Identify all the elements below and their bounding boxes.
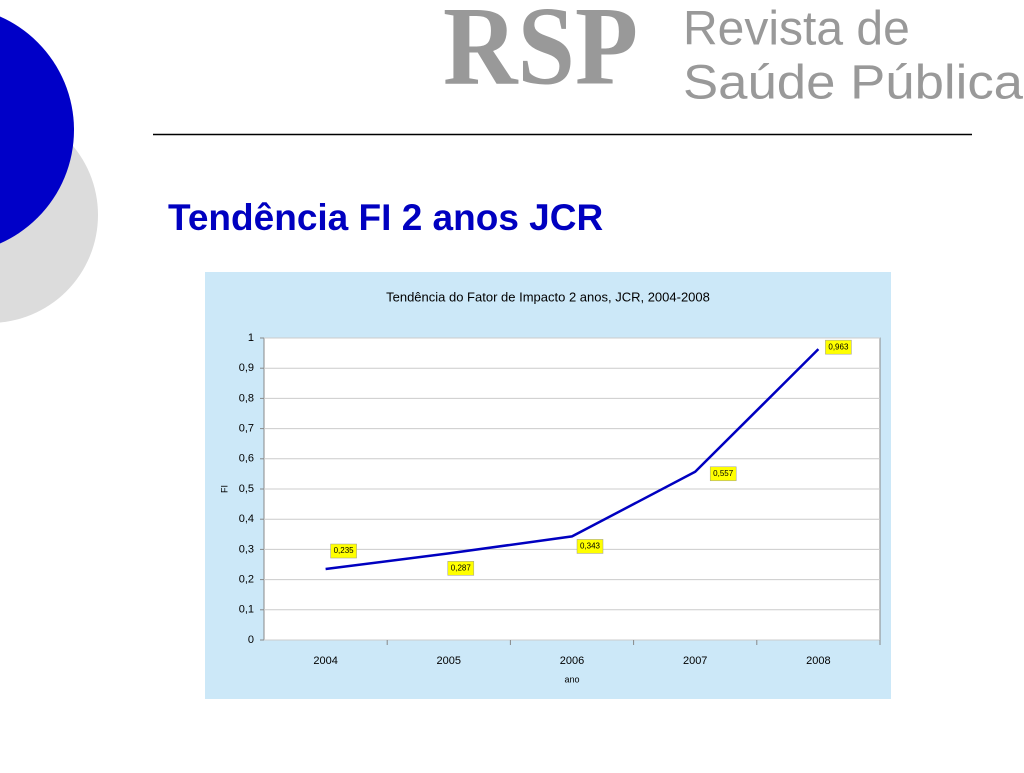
y-tick-label: 0,9 (239, 362, 254, 374)
value-label-box (576, 539, 604, 554)
value-label: 0,235 (334, 546, 355, 555)
value-label-box (447, 561, 475, 576)
value-label: 0,557 (713, 469, 734, 478)
y-axis-label: FI (219, 485, 229, 493)
x-tick-label: 2008 (806, 655, 830, 667)
y-tick-label: 0,1 (239, 604, 254, 616)
journal-name: Revista de (683, 3, 910, 56)
x-tick-label: 2005 (437, 655, 461, 667)
x-tick-label: 2004 (313, 655, 337, 667)
x-axis-label: ano (564, 674, 579, 684)
deco-circle-blue (0, 16, 74, 244)
y-tick-label: 0,2 (239, 574, 254, 586)
journal-name: Saúde Pública (683, 57, 1023, 110)
y-tick-label: 0,6 (239, 453, 254, 465)
value-label: 0,343 (580, 542, 601, 551)
x-tick-label: 2007 (683, 655, 707, 667)
x-tick-label: 2006 (560, 655, 584, 667)
slide-title: Tendência FI 2 anos JCR (168, 197, 603, 238)
y-tick-label: 0,7 (239, 423, 254, 435)
chart-title: Tendência do Fator de Impacto 2 anos, JC… (386, 289, 710, 304)
y-tick-label: 1 (248, 332, 254, 344)
y-tick-label: 0,8 (239, 392, 254, 404)
value-label-box (709, 466, 737, 482)
logo: RSP (443, 0, 638, 109)
value-label-box (825, 339, 852, 355)
data-line (325, 348, 820, 571)
y-tick-label: 0 (248, 634, 254, 646)
y-tick-label: 0,5 (239, 483, 254, 495)
y-tick-label: 0,4 (239, 513, 254, 525)
value-label: 0,287 (451, 563, 472, 572)
value-label-box (330, 543, 357, 559)
y-tick-label: 0,3 (239, 543, 254, 555)
value-label: 0,963 (828, 342, 849, 351)
